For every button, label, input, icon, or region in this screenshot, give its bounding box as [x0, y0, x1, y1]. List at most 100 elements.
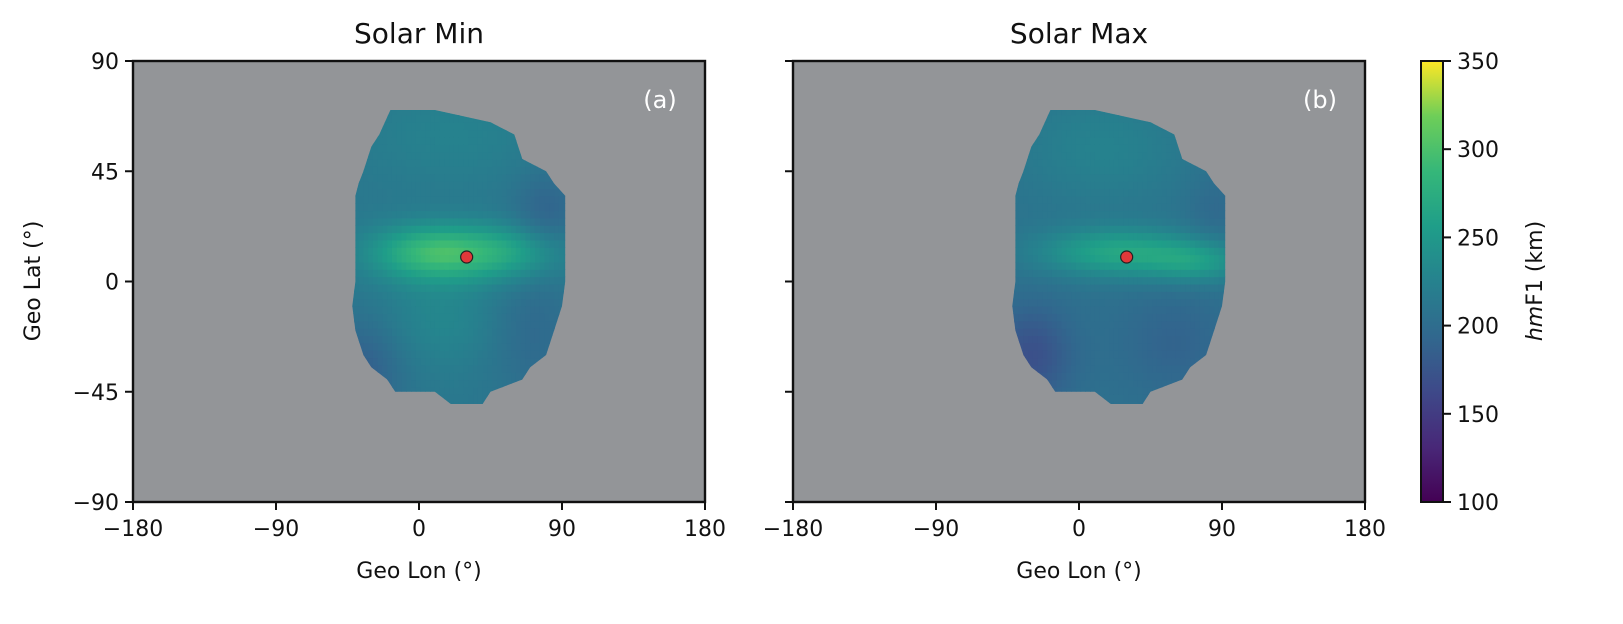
- field-cell: [1218, 269, 1225, 278]
- field-cell: [434, 195, 441, 204]
- field-cell: [1047, 342, 1053, 351]
- field-cell: [1156, 350, 1163, 359]
- field-cell: [1137, 129, 1144, 138]
- field-cell: [353, 239, 360, 248]
- field-cell: [1056, 225, 1063, 234]
- field-cell: [401, 129, 407, 138]
- field-cell: [1214, 232, 1220, 241]
- field-cell: [382, 357, 388, 366]
- field-cell: [1204, 261, 1210, 270]
- field-cell: [496, 364, 503, 373]
- field-cell: [363, 166, 369, 175]
- field-cell: [372, 306, 379, 314]
- field-cell: [534, 254, 541, 263]
- field-cell: [1166, 291, 1172, 300]
- field-cell: [1037, 225, 1044, 234]
- field-cell: [1066, 357, 1072, 366]
- field-cell: [430, 342, 436, 351]
- field-cell: [391, 276, 398, 285]
- field-cell: [1099, 306, 1106, 314]
- field-cell: [1166, 151, 1172, 160]
- field-cell: [458, 335, 465, 344]
- field-cell: [1109, 364, 1115, 373]
- field-cell: [1051, 122, 1058, 131]
- field-cell: [458, 159, 465, 167]
- field-cell: [377, 283, 384, 292]
- field-cell: [1171, 335, 1177, 344]
- field-cell: [501, 159, 507, 167]
- field-cell: [477, 364, 484, 373]
- field-cell: [1066, 350, 1072, 359]
- field-cell: [1137, 195, 1144, 204]
- field-cell: [511, 291, 517, 300]
- field-cell: [396, 136, 403, 145]
- field-cell: [1094, 298, 1101, 307]
- field-cell: [1099, 151, 1106, 160]
- field-cell: [1166, 188, 1172, 197]
- field-cell: [1180, 217, 1187, 226]
- field-cell: [1161, 364, 1167, 373]
- field-cell: [1056, 342, 1063, 351]
- field-cell: [1152, 225, 1158, 234]
- field-cell: [1142, 136, 1148, 145]
- field-cell: [1028, 335, 1034, 344]
- field-cell: [387, 195, 393, 204]
- field-cell: [1171, 217, 1177, 226]
- field-cell: [449, 151, 455, 160]
- field-cell: [496, 210, 503, 219]
- field-cell: [1109, 151, 1115, 160]
- field-cell: [1032, 173, 1039, 182]
- panel-b-label: (b): [1303, 86, 1337, 114]
- field-cell: [1223, 203, 1226, 212]
- field-cell: [396, 313, 403, 322]
- field-cell: [501, 173, 507, 182]
- field-cell: [520, 159, 527, 167]
- field-cell: [1071, 276, 1077, 285]
- field-cell: [1042, 203, 1048, 212]
- field-cell: [1104, 313, 1110, 322]
- field-cell: [515, 269, 522, 278]
- field-cell: [1042, 342, 1048, 351]
- field-cell: [1071, 269, 1077, 278]
- field-cell: [430, 225, 436, 234]
- field-cell: [1104, 394, 1110, 403]
- field-cell: [477, 247, 484, 256]
- field-cell: [377, 306, 384, 314]
- field-cell: [458, 342, 465, 351]
- field-cell: [1109, 313, 1115, 322]
- field-cell: [1185, 254, 1191, 263]
- field-cell: [539, 210, 546, 219]
- field-cell: [1023, 188, 1029, 197]
- field-cell: [444, 313, 450, 322]
- field-cell: [449, 239, 455, 248]
- field-cell: [387, 181, 393, 189]
- field-cell: [1156, 166, 1163, 175]
- field-cell: [1094, 151, 1101, 160]
- field-cell: [492, 254, 498, 263]
- field-cell: [1147, 372, 1153, 381]
- field-cell: [425, 372, 431, 381]
- field-cell: [1028, 269, 1034, 278]
- field-cell: [487, 181, 493, 189]
- field-cell: [468, 173, 474, 182]
- panel-a-x-axis-label: Geo Lon (°): [356, 559, 481, 584]
- field-cell: [1137, 210, 1144, 219]
- field-cell: [372, 328, 379, 336]
- field-cell: [430, 232, 436, 241]
- field-cell: [473, 239, 479, 248]
- field-cell: [1175, 357, 1182, 366]
- field-cell: [477, 217, 484, 226]
- field-cell: [1080, 151, 1086, 160]
- field-cell: [1166, 364, 1172, 373]
- field-cell: [420, 173, 426, 182]
- field-cell: [511, 144, 517, 153]
- field-cell: [515, 159, 522, 167]
- field-cell: [1156, 283, 1163, 292]
- field-cell: [477, 232, 484, 241]
- field-cell: [1013, 203, 1020, 212]
- field-cell: [401, 247, 407, 256]
- field-cell: [1061, 195, 1067, 204]
- field-cell: [1204, 203, 1210, 212]
- field-cell: [415, 386, 422, 395]
- field-cell: [1171, 261, 1177, 270]
